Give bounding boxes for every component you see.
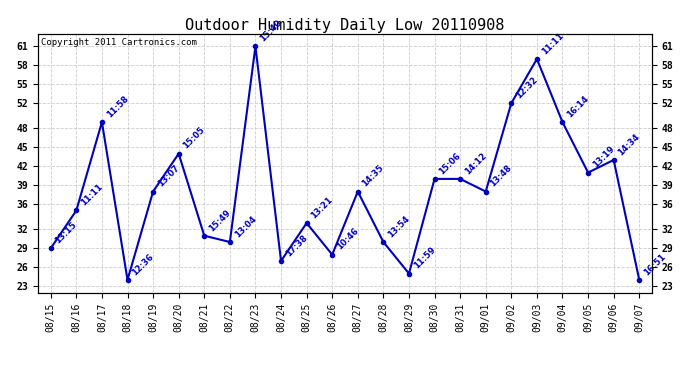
Text: 11:11: 11:11: [79, 182, 104, 208]
Text: 15:06: 15:06: [437, 151, 462, 176]
Text: 10:46: 10:46: [335, 226, 360, 252]
Text: 11:59: 11:59: [412, 246, 437, 271]
Text: 14:35: 14:35: [361, 164, 386, 189]
Text: 12:36: 12:36: [130, 252, 155, 277]
Title: Outdoor Humidity Daily Low 20110908: Outdoor Humidity Daily Low 20110908: [186, 18, 504, 33]
Text: 16:14: 16:14: [565, 94, 591, 119]
Text: 13:21: 13:21: [309, 195, 335, 220]
Text: 15:40: 15:40: [258, 18, 284, 44]
Text: 13:04: 13:04: [233, 214, 258, 239]
Text: 17:38: 17:38: [284, 233, 309, 258]
Text: 14:34: 14:34: [616, 132, 642, 157]
Text: 14:12: 14:12: [463, 151, 489, 176]
Text: 16:51: 16:51: [642, 252, 667, 277]
Text: 15:05: 15:05: [181, 126, 207, 151]
Text: 11:58: 11:58: [105, 94, 130, 119]
Text: 11:11: 11:11: [540, 31, 565, 56]
Text: 13:07: 13:07: [156, 164, 181, 189]
Text: 13:15: 13:15: [54, 220, 79, 246]
Text: 13:54: 13:54: [386, 214, 411, 239]
Text: 13:48: 13:48: [489, 164, 513, 189]
Text: 15:49: 15:49: [207, 208, 233, 233]
Text: Copyright 2011 Cartronics.com: Copyright 2011 Cartronics.com: [41, 38, 197, 46]
Text: 12:32: 12:32: [514, 75, 540, 100]
Text: 13:19: 13:19: [591, 145, 616, 170]
